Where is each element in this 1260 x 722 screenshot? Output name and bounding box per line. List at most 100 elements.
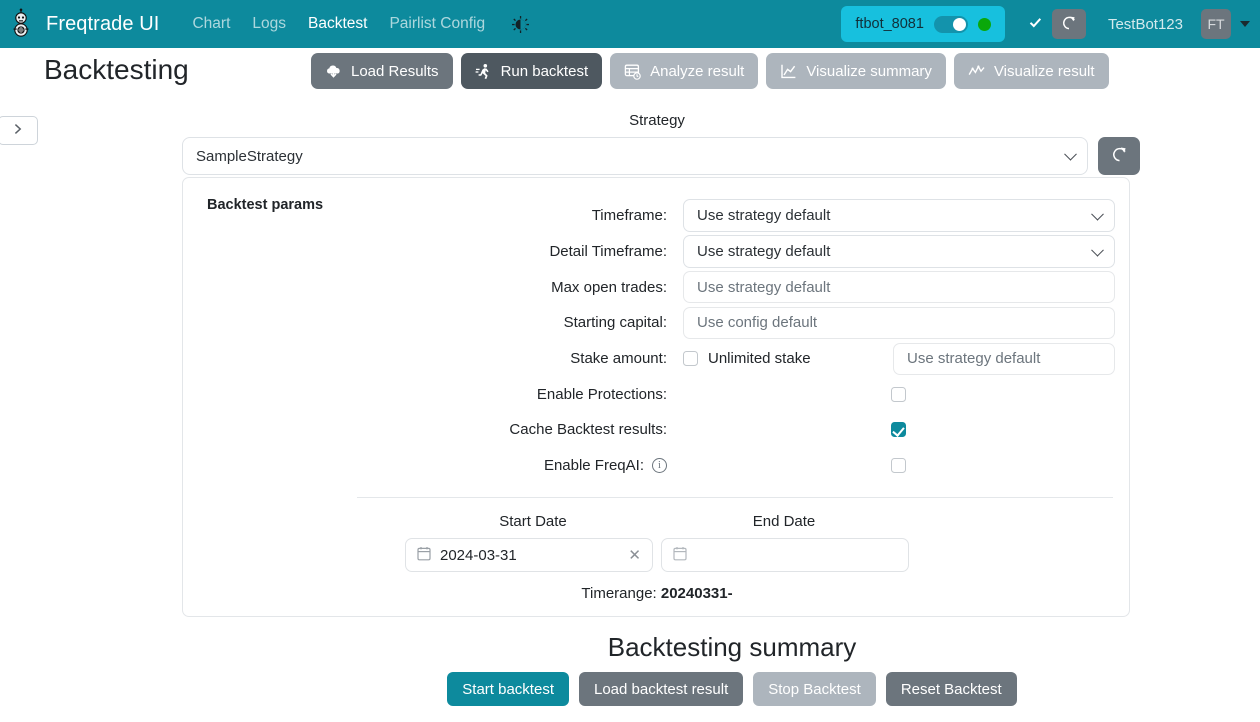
refresh-icon — [1061, 15, 1077, 34]
avatar[interactable]: FT — [1201, 9, 1231, 39]
refresh-icon — [1111, 146, 1128, 166]
brand-link[interactable]: Freqtrade UI — [4, 7, 159, 41]
reset-backtest-button[interactable]: Reset Backtest — [885, 672, 1017, 706]
row-max-open-trades: Max open trades: — [183, 269, 1131, 305]
enable-protections-label: Enable Protections: — [536, 385, 667, 403]
timerange-value: 20240331- — [660, 585, 733, 602]
detail-timeframe-select[interactable]: Use strategy default — [683, 235, 1115, 269]
timeframe-value: Use strategy default — [697, 207, 831, 225]
calendar-icon — [417, 546, 431, 565]
end-date-input[interactable] — [661, 538, 909, 572]
timerange-display: Timerange: 20240331- — [183, 585, 1131, 602]
row-cache-backtest-results: Cache Backtest results: — [183, 412, 1131, 448]
stop-backtest-button[interactable]: Stop Backtest — [753, 672, 876, 706]
line-chart-icon — [780, 63, 797, 80]
start-backtest-button[interactable]: Start backtest — [447, 672, 569, 706]
row-enable-protections: Enable Protections: — [183, 376, 1131, 412]
max-open-trades-label: Max open trades: — [551, 278, 667, 296]
start-date-value: 2024-03-31 — [440, 546, 517, 564]
max-open-trades-input[interactable] — [683, 271, 1115, 304]
cache-backtest-results-label: Cache Backtest results: — [509, 421, 667, 439]
start-date-label: Start Date — [499, 513, 567, 530]
unlimited-stake-label: Unlimited stake — [708, 350, 811, 368]
divider — [357, 497, 1113, 498]
row-starting-capital: Starting capital: — [183, 305, 1131, 341]
date-range-section: Start Date End Date 2024-03-31 ✕ — [183, 513, 1131, 602]
top-navbar: Freqtrade UI Chart Logs Backtest Pairlis… — [0, 0, 1260, 48]
nav-item-chart[interactable]: Chart — [192, 15, 231, 32]
timerange-label: Timerange: — [581, 585, 657, 602]
nav-links: Chart Logs Backtest Pairlist Config — [181, 9, 537, 39]
start-date-input[interactable]: 2024-03-31 ✕ — [405, 538, 653, 572]
bot-name-label: ftbot_8081 — [855, 16, 924, 32]
unlimited-stake-checkbox-wrap[interactable]: Unlimited stake — [683, 350, 893, 367]
strategy-selected-value: SampleStrategy — [196, 147, 303, 165]
page-title: Backtesting — [44, 54, 189, 85]
bot-selector[interactable]: ftbot_8081 — [841, 6, 1005, 42]
card-title: Backtest params — [207, 197, 324, 213]
table-analyze-icon — [624, 63, 641, 80]
sidebar-expand-button[interactable] — [0, 116, 38, 145]
unlimited-stake-checkbox[interactable] — [683, 351, 698, 367]
load-results-button[interactable]: Load Results — [311, 53, 453, 89]
detail-timeframe-value: Use strategy default — [697, 243, 831, 261]
visualize-summary-label: Visualize summary — [806, 62, 932, 80]
check-icon — [1019, 16, 1052, 32]
starting-capital-input[interactable] — [683, 306, 1115, 339]
chevron-right-icon — [12, 122, 24, 140]
nav-item-backtest[interactable]: Backtest — [308, 15, 368, 32]
reload-strategy-list-button[interactable] — [1098, 137, 1140, 175]
run-backtest-tab-button[interactable]: Run backtest — [460, 53, 603, 89]
row-stake-amount: Stake amount: Unlimited stake — [183, 341, 1131, 377]
strategy-label: Strategy — [629, 112, 685, 129]
logged-in-user-label: TestBot123 — [1107, 15, 1183, 33]
calendar-icon — [673, 546, 687, 565]
timeframe-label: Timeframe: — [591, 207, 667, 225]
enable-freqai-label-wrap: Enable FreqAI: i — [183, 457, 683, 474]
cloud-download-icon — [325, 63, 342, 80]
chevron-down-icon — [1064, 147, 1077, 161]
refresh-all-button[interactable] — [1051, 9, 1086, 39]
bot-enable-toggle[interactable] — [933, 15, 968, 33]
row-enable-freqai: Enable FreqAI: i — [183, 448, 1131, 484]
end-date-label: End Date — [752, 513, 816, 530]
run-backtest-label: Run backtest — [500, 62, 589, 80]
strategy-row: SampleStrategy — [182, 137, 1140, 175]
strategy-select[interactable]: SampleStrategy — [182, 137, 1088, 175]
enable-freqai-label: Enable FreqAI: — [543, 457, 644, 475]
timeframe-select[interactable]: Use strategy default — [683, 199, 1115, 233]
cache-backtest-results-checkbox[interactable] — [890, 422, 906, 438]
visualize-summary-button[interactable]: Visualize summary — [766, 53, 946, 89]
close-x-icon[interactable]: ✕ — [628, 547, 641, 564]
freqtrade-robot-logo — [4, 7, 38, 41]
info-circle-icon[interactable]: i — [652, 458, 667, 474]
squiggle-chart-icon — [968, 63, 985, 80]
strategy-section: Strategy SampleStrategy — [0, 112, 1260, 175]
enable-protections-checkbox[interactable] — [890, 386, 906, 402]
enable-freqai-checkbox[interactable] — [890, 458, 906, 474]
load-backtest-result-button[interactable]: Load backtest result — [579, 672, 744, 706]
brand-title: Freqtrade UI — [46, 12, 160, 35]
visualize-result-label: Visualize result — [993, 62, 1095, 80]
visualize-result-button[interactable]: Visualize result — [953, 53, 1109, 89]
chevron-down-icon[interactable] — [1240, 21, 1250, 27]
backtest-action-buttons: Start backtest Load backtest result Stop… — [102, 672, 1260, 706]
backtest-toolbar: Load Results Run backtest Analyz — [311, 53, 1109, 89]
run-person-icon — [475, 63, 492, 80]
chevron-down-icon — [1091, 243, 1104, 257]
row-detail-timeframe: Detail Timeframe: Use strategy default — [183, 234, 1131, 270]
backtesting-summary-title: Backtesting summary — [607, 632, 857, 662]
circle-half-brightness-icon[interactable] — [504, 10, 537, 39]
page-header: Backtesting — [0, 48, 1260, 94]
nav-item-logs[interactable]: Logs — [252, 15, 286, 32]
nav-item-pairlist-config[interactable]: Pairlist Config — [389, 15, 486, 32]
row-timeframe: Timeframe: Use strategy default — [183, 198, 1131, 234]
navbar-right: ftbot_8081 TestBot123 FT — [841, 6, 1250, 42]
bot-status-indicator — [977, 17, 991, 31]
detail-timeframe-label: Detail Timeframe: — [549, 243, 667, 261]
starting-capital-label: Starting capital: — [563, 314, 667, 332]
analyze-result-button[interactable]: Analyze result — [610, 53, 759, 89]
chevron-down-icon — [1091, 207, 1104, 221]
stake-amount-input[interactable] — [893, 342, 1115, 375]
analyze-result-label: Analyze result — [650, 62, 745, 80]
